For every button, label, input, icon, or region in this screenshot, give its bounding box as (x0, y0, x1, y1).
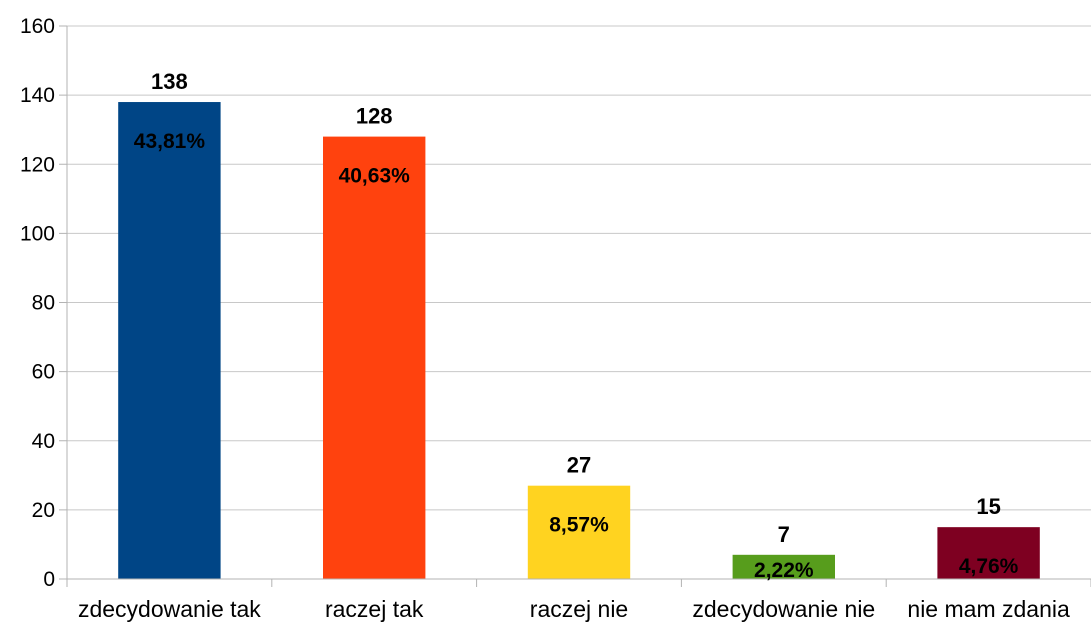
category-label-2: raczej tak (325, 596, 424, 622)
category-label-3: raczej nie (530, 596, 628, 622)
category-labels: zdecydowanie tak raczej tak raczej nie zdec… (78, 596, 1070, 622)
percent-label-1: 43,81% (134, 130, 206, 153)
y-tick-label: 100 (20, 222, 55, 245)
value-label-1: 138 (151, 69, 188, 94)
percent-label-3: 8,57% (549, 514, 609, 537)
data-labels: 138 43,81% 128 40,63% 27 8,57% 7 2,22% 15 4,76% (134, 69, 1019, 582)
bar-3 (527, 485, 631, 579)
percent-label-5: 4,76% (959, 555, 1019, 578)
bar-2 (323, 136, 426, 579)
y-tick-label: 160 (20, 15, 55, 38)
percent-label-4: 2,22% (754, 559, 814, 582)
y-tick-label: 0 (43, 568, 55, 591)
value-label-3: 27 (567, 453, 591, 478)
y-tick-label: 120 (20, 153, 55, 176)
y-tick-label: 60 (32, 361, 55, 384)
category-label-1: zdecydowanie tak (78, 596, 261, 622)
value-label-2: 128 (356, 104, 393, 129)
y-tick-label: 80 (32, 292, 55, 315)
bar-4 (732, 554, 835, 579)
gridlines (67, 25, 1091, 511)
category-label-4: zdecydowanie nie (692, 596, 875, 622)
category-label-5: nie mam zdania (907, 596, 1070, 622)
x-axis (59, 26, 1091, 587)
percent-label-2: 40,63% (339, 165, 411, 188)
y-axis-tick-labels: 0 20 40 60 80 100 120 140 160 (20, 15, 67, 591)
bars (118, 102, 1040, 579)
y-tick-label: 140 (20, 84, 55, 107)
y-tick-label: 40 (32, 430, 55, 453)
value-label-4: 7 (778, 522, 790, 547)
value-label-5: 15 (976, 494, 1000, 519)
y-tick-label: 20 (32, 499, 55, 522)
bar-5 (937, 527, 1040, 579)
bar-1 (118, 102, 221, 579)
